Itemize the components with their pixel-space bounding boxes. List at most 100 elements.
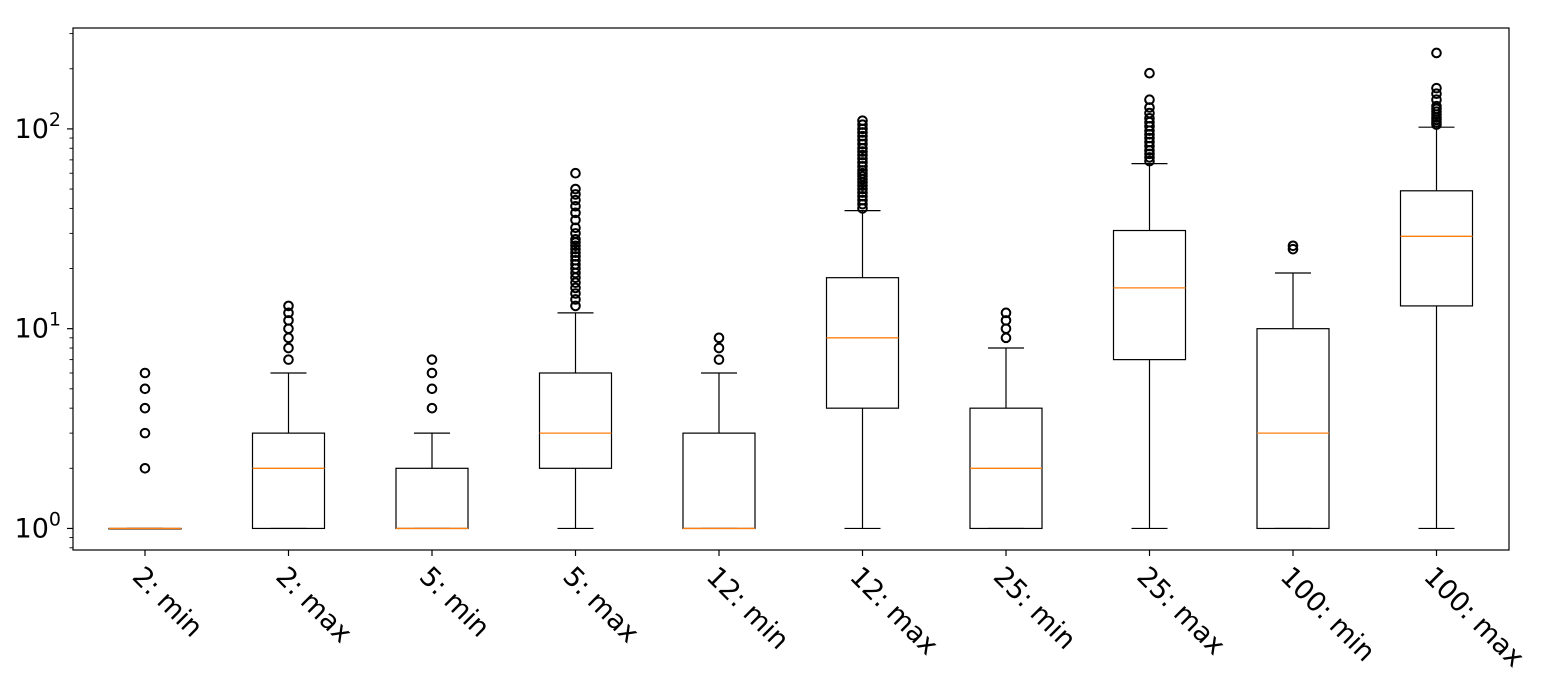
outlier-point xyxy=(570,300,581,312)
box-iqr xyxy=(682,432,756,530)
x-tick-label: 25: min xyxy=(987,561,1082,656)
x-tick-label: 2: min xyxy=(126,561,209,644)
outlier-point xyxy=(570,288,581,299)
outlier-point xyxy=(570,189,581,200)
outlier-point xyxy=(1000,315,1012,326)
outlier-point xyxy=(570,282,581,294)
outlier-point xyxy=(1144,132,1155,144)
outlier-point xyxy=(570,243,581,255)
outlier-point xyxy=(426,367,438,379)
outlier-point xyxy=(857,115,868,126)
plot-area xyxy=(108,47,1474,530)
outlier-point xyxy=(713,342,725,354)
outlier-point xyxy=(857,149,868,161)
outlier-point xyxy=(139,402,151,414)
box-group xyxy=(538,167,613,530)
outlier-point xyxy=(857,194,868,206)
outlier-point xyxy=(713,332,725,344)
box-group xyxy=(825,115,900,530)
outlier-point xyxy=(426,354,438,365)
outlier-point xyxy=(570,167,581,179)
box-group xyxy=(1256,240,1330,530)
box-iqr xyxy=(1112,229,1187,361)
box-group xyxy=(251,300,326,530)
outlier-point xyxy=(283,342,294,354)
box-group xyxy=(395,354,469,530)
box-iqr xyxy=(251,432,326,530)
y-tick-base: 10 xyxy=(15,114,49,145)
y-tick-exponent: 2 xyxy=(49,109,61,131)
box-iqr xyxy=(1399,190,1474,307)
outlier-point xyxy=(570,234,581,245)
outlier-point xyxy=(857,146,868,157)
outlier-point xyxy=(570,183,581,195)
box-iqr xyxy=(395,467,469,530)
outlier-point xyxy=(857,157,868,168)
outlier-point xyxy=(857,187,868,198)
y-tick-base: 10 xyxy=(15,513,49,544)
x-tick-label: 5: min xyxy=(413,561,496,644)
x-tick-label: 25: max xyxy=(1131,561,1231,661)
outlier-point xyxy=(283,315,294,326)
outlier-point xyxy=(570,247,581,259)
box-group xyxy=(1399,47,1474,530)
outlier-point xyxy=(1144,152,1155,163)
outlier-point xyxy=(1144,107,1155,119)
outlier-point xyxy=(1287,240,1299,252)
outlier-point xyxy=(426,383,438,395)
y-tick-label: 100 xyxy=(15,508,61,544)
outlier-point xyxy=(139,427,151,439)
box-group xyxy=(682,332,756,530)
box-iqr xyxy=(538,372,613,469)
y-tick-label: 101 xyxy=(15,309,61,345)
outlier-point xyxy=(283,354,294,365)
outlier-point xyxy=(857,153,868,164)
outlier-point xyxy=(426,402,438,414)
outlier-point xyxy=(857,183,868,195)
box-iqr xyxy=(825,277,900,409)
plot-frame xyxy=(72,27,1510,551)
outlier-point xyxy=(570,194,581,206)
outlier-point xyxy=(857,119,868,130)
outlier-point xyxy=(857,190,868,202)
x-tick-label: 12: min xyxy=(700,561,795,656)
outlier-point xyxy=(1144,113,1155,124)
outlier-point xyxy=(1144,155,1155,167)
outlier-point xyxy=(139,367,151,379)
y-tick-label: 102 xyxy=(15,109,61,145)
outlier-point xyxy=(570,240,581,252)
outlier-point xyxy=(1144,94,1155,106)
outlier-point xyxy=(570,251,581,262)
outlier-point xyxy=(1431,88,1442,100)
outlier-point xyxy=(570,200,581,212)
x-tick-label: 5: max xyxy=(557,561,645,649)
outlier-point xyxy=(139,383,151,395)
outlier-point xyxy=(713,354,725,365)
outlier-point xyxy=(283,332,294,344)
outlier-point xyxy=(570,277,581,288)
outlier-point xyxy=(570,214,581,226)
outlier-point xyxy=(1000,332,1012,344)
outlier-point xyxy=(570,294,581,305)
outlier-point xyxy=(857,134,868,146)
outlier-point xyxy=(1431,94,1442,106)
outlier-point xyxy=(1144,67,1155,79)
axes: 2: min 2: max 5: min 5: max 12: min 12: max 25… xyxy=(15,33,1530,674)
outlier-point xyxy=(283,300,294,312)
y-tick-exponent: 1 xyxy=(49,309,61,331)
box-iqr xyxy=(1256,328,1330,530)
y-tick-base: 10 xyxy=(15,314,49,345)
outlier-point xyxy=(1000,307,1012,319)
outlier-point xyxy=(1431,82,1442,94)
outlier-point xyxy=(139,463,151,474)
box-group xyxy=(969,307,1043,530)
outlier-point xyxy=(857,130,868,142)
x-tick-label: 100: min xyxy=(1274,561,1381,668)
x-tick-label: 12: max xyxy=(844,561,944,661)
outlier-point xyxy=(1431,47,1442,59)
outlier-point xyxy=(570,207,581,219)
y-tick-exponent: 0 xyxy=(49,508,61,530)
outlier-point xyxy=(570,254,581,266)
outlier-point xyxy=(1287,243,1299,255)
